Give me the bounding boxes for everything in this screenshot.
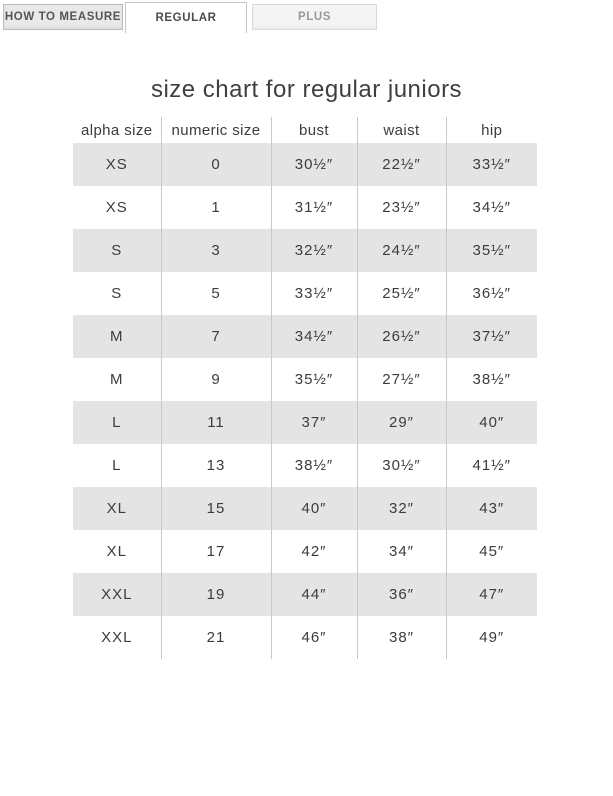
table-cell: 37½″ xyxy=(445,315,537,358)
table-cell: 26½″ xyxy=(356,315,446,358)
table-cell: 33½″ xyxy=(445,143,537,186)
table-cell: 40″ xyxy=(445,401,537,444)
table-row: XS 0 30½″ 22½″ 33½″ xyxy=(73,143,537,186)
table-row: XXL 21 46″ 38″ 49″ xyxy=(73,616,537,659)
table-cell: 3 xyxy=(160,229,271,272)
tab-plus[interactable]: PLUS xyxy=(252,4,377,30)
tab-regular-label: REGULAR xyxy=(155,12,217,24)
table-cell: 34½″ xyxy=(445,186,537,229)
table-cell: 30½″ xyxy=(356,444,446,487)
table-cell: 7 xyxy=(160,315,271,358)
table-cell: 43″ xyxy=(445,487,537,530)
table-cell: 1 xyxy=(160,186,271,229)
column-header: alpha size xyxy=(80,121,153,139)
table-row: XS 1 31½″ 23½″ 34½″ xyxy=(73,186,537,229)
tab-how-to-measure-label: HOW TO MEASURE xyxy=(4,11,122,23)
table-row: L 13 38½″ 30½″ 41½″ xyxy=(73,444,537,487)
table-cell: 21 xyxy=(160,616,271,659)
table-cell: 46″ xyxy=(270,616,357,659)
table-cell: 38½″ xyxy=(270,444,357,487)
table-row: S 5 33½″ 25½″ 36½″ xyxy=(73,272,537,315)
column-header: hip xyxy=(445,117,537,143)
column-header: bust xyxy=(270,117,357,143)
table-cell: S xyxy=(111,285,123,302)
size-chart-table: alpha size numeric size bust waist hip XS 0 30… xyxy=(73,117,537,659)
table-cell: 22½″ xyxy=(356,143,446,186)
table-cell: 9 xyxy=(160,358,271,401)
table-cell: 33½″ xyxy=(270,272,357,315)
table-cell: 40″ xyxy=(270,487,357,530)
table-cell: XXL xyxy=(101,586,133,603)
table-cell: 37″ xyxy=(270,401,357,444)
table-cell: 11 xyxy=(160,401,271,444)
table-header: alpha size numeric size bust waist hip xyxy=(73,117,537,143)
table-cell: 17 xyxy=(160,530,271,573)
page-title: size chart for regular juniors xyxy=(150,76,463,103)
table-cell: 23½″ xyxy=(356,186,446,229)
table-cell: 35½″ xyxy=(270,358,357,401)
table-cell: 41½″ xyxy=(445,444,537,487)
table-cell: 36½″ xyxy=(445,272,537,315)
size-chart-page: HOW TO MEASURE REGULAR PLUS size chart f… xyxy=(0,0,613,659)
table-cell: 38½″ xyxy=(445,358,537,401)
table-cell: 30½″ xyxy=(270,143,357,186)
tab-how-to-measure[interactable]: HOW TO MEASURE xyxy=(3,4,123,30)
table-row: S 3 32½″ 24½″ 35½″ xyxy=(73,229,537,272)
table-cell: 49″ xyxy=(445,616,537,659)
table-row: XL 15 40″ 32″ 43″ xyxy=(73,487,537,530)
table-cell: M xyxy=(110,371,124,388)
table-cell: XL xyxy=(106,543,127,560)
table-cell: 31½″ xyxy=(270,186,357,229)
table-cell: 36″ xyxy=(356,573,446,616)
table-cell: 0 xyxy=(160,143,271,186)
table-cell: 24½″ xyxy=(356,229,446,272)
table-cell: L xyxy=(112,457,122,474)
table-cell: 38″ xyxy=(356,616,446,659)
table-cell: 34½″ xyxy=(270,315,357,358)
table-cell: 25½″ xyxy=(356,272,446,315)
table-cell: XXL xyxy=(101,629,133,646)
table-row: XXL 19 44″ 36″ 47″ xyxy=(73,573,537,616)
table-cell: M xyxy=(110,328,124,345)
table-cell: 44″ xyxy=(270,573,357,616)
table-row: L 11 37″ 29″ 40″ xyxy=(73,401,537,444)
table-cell: L xyxy=(112,414,122,431)
table-cell: 19 xyxy=(160,573,271,616)
tab-plus-label: PLUS xyxy=(297,11,332,23)
table-row: XL 17 42″ 34″ 45″ xyxy=(73,530,537,573)
table-row: M 7 34½″ 26½″ 37½″ xyxy=(73,315,537,358)
table-row: M 9 35½″ 27½″ 38½″ xyxy=(73,358,537,401)
table-cell: 15 xyxy=(160,487,271,530)
table-cell: S xyxy=(111,242,123,259)
table-cell: 13 xyxy=(160,444,271,487)
table-cell: 32″ xyxy=(356,487,446,530)
table-cell: 47″ xyxy=(445,573,537,616)
table-cell: 42″ xyxy=(270,530,357,573)
table-cell: XS xyxy=(105,199,128,216)
table-cell: 35½″ xyxy=(445,229,537,272)
tab-bar: HOW TO MEASURE REGULAR PLUS xyxy=(0,0,613,35)
table-cell: XL xyxy=(106,500,127,517)
tab-regular[interactable]: REGULAR xyxy=(125,2,247,33)
table-cell: 34″ xyxy=(356,530,446,573)
table-cell: 27½″ xyxy=(356,358,446,401)
table-header-row: alpha size numeric size bust waist hip xyxy=(73,117,537,143)
table-cell: XS xyxy=(105,156,128,173)
table-cell: 32½″ xyxy=(270,229,357,272)
table-cell: 29″ xyxy=(356,401,446,444)
table-cell: 5 xyxy=(160,272,271,315)
table-body: XS 0 30½″ 22½″ 33½″ XS 1 31½″ 23½″ 34½″ S 3 32½″ 24½″… xyxy=(73,143,537,659)
column-header: numeric size xyxy=(160,117,271,143)
table-cell: 45″ xyxy=(445,530,537,573)
column-header: waist xyxy=(356,117,446,143)
